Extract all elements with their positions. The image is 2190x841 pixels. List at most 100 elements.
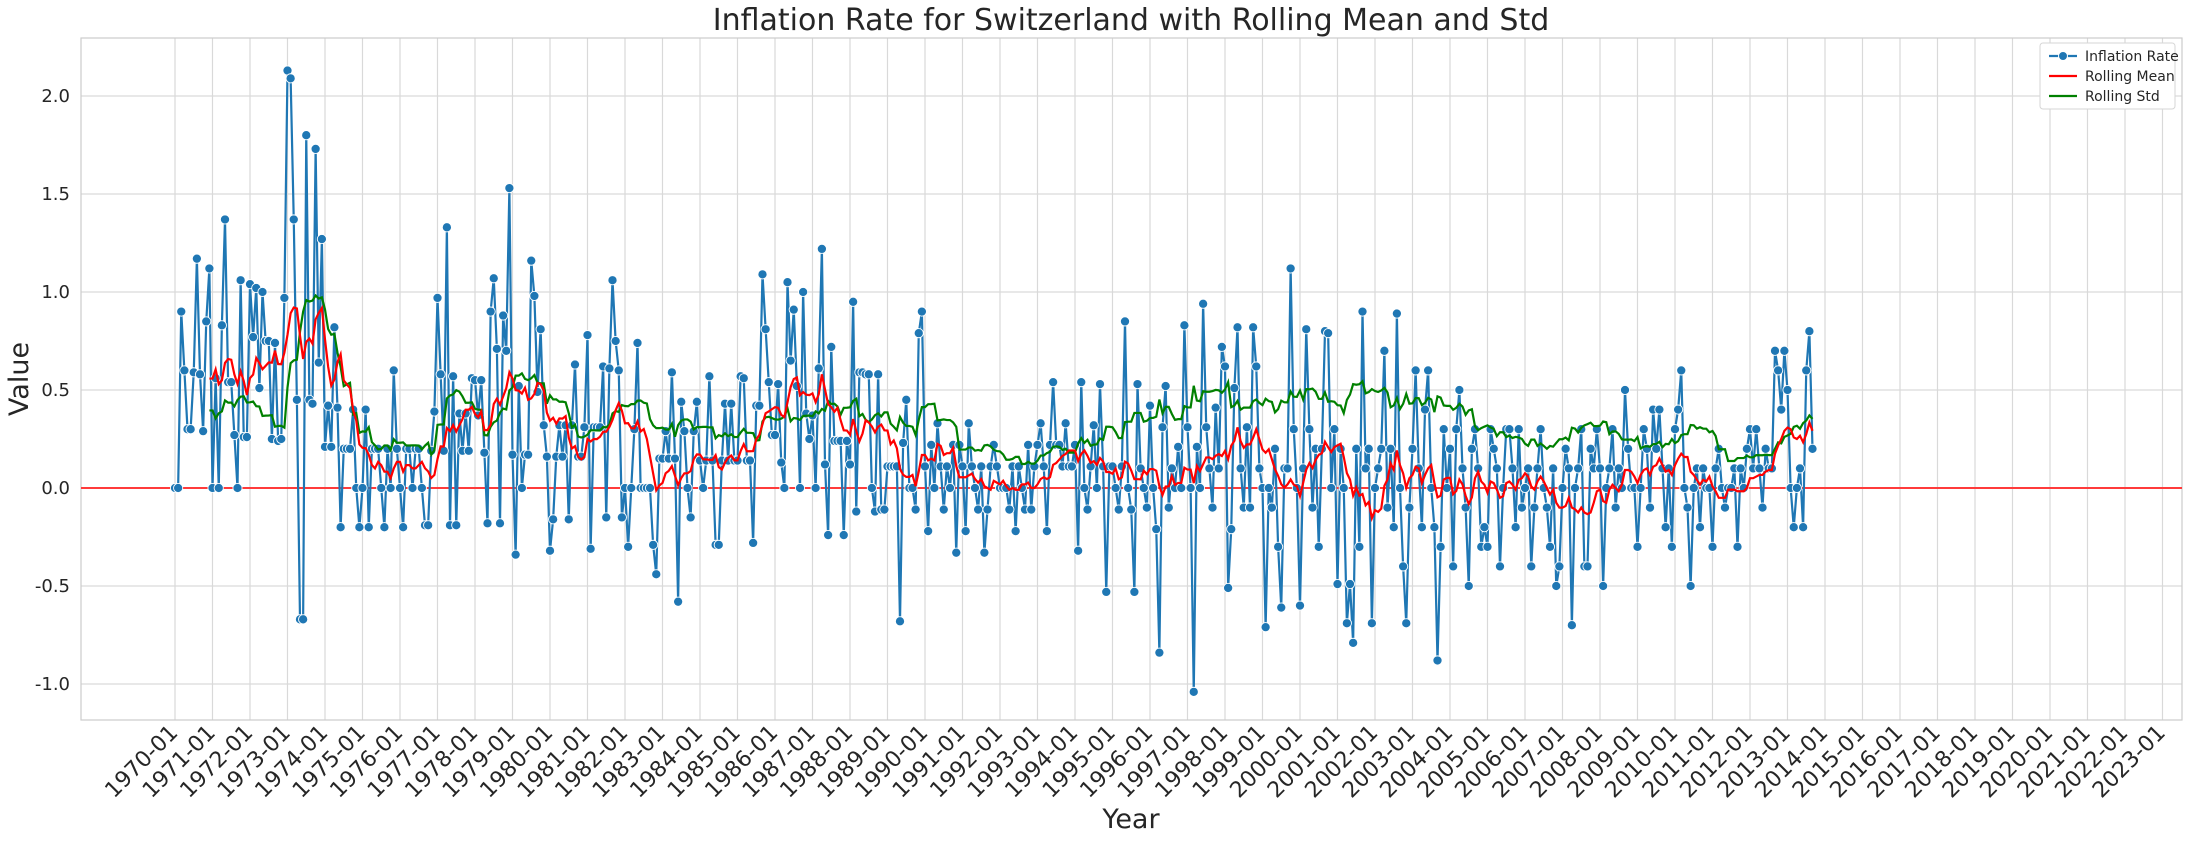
- data-point: [1041, 526, 1052, 537]
- data-point: [1560, 443, 1571, 454]
- data-point: [176, 306, 187, 317]
- data-point: [926, 439, 937, 450]
- data-point: [1376, 443, 1387, 454]
- data-point: [1388, 522, 1399, 533]
- data-point: [585, 543, 596, 554]
- data-point: [185, 424, 196, 435]
- data-point: [1457, 463, 1468, 474]
- inflation-rate-line: [175, 70, 1814, 692]
- data-point: [1513, 424, 1524, 435]
- data-point: [1416, 522, 1427, 533]
- data-point: [1026, 504, 1037, 515]
- data-point: [344, 443, 356, 454]
- data-point: [1638, 424, 1649, 435]
- data-point: [1719, 502, 1731, 513]
- data-point: [213, 482, 224, 494]
- data-point: [363, 522, 374, 533]
- y-tick-label: 1.0: [41, 282, 70, 303]
- data-point: [582, 330, 593, 341]
- data-point: [310, 143, 321, 154]
- data-point: [726, 398, 737, 409]
- data-point: [1273, 541, 1284, 552]
- data-point: [1141, 502, 1152, 513]
- data-point: [516, 482, 527, 494]
- data-point: [988, 439, 999, 450]
- data-point: [1357, 306, 1368, 317]
- data-point: [1179, 320, 1190, 331]
- data-point: [851, 506, 862, 517]
- data-point: [179, 365, 190, 376]
- data-point: [448, 371, 459, 382]
- data-point: [529, 290, 540, 301]
- data-point: [1226, 524, 1237, 535]
- chart-title: Inflation Rate for Switzerland with Roll…: [713, 3, 1550, 38]
- data-point: [1798, 522, 1809, 533]
- data-point: [648, 539, 659, 550]
- data-point: [257, 286, 268, 298]
- data-point: [1266, 502, 1277, 513]
- data-point: [1676, 365, 1687, 376]
- data-point: [1779, 345, 1790, 356]
- data-point: [1235, 463, 1246, 474]
- data-point: [173, 482, 184, 494]
- data-point: [1573, 463, 1584, 474]
- data-point: [679, 426, 690, 437]
- data-point: [323, 400, 334, 411]
- data-point: [1454, 384, 1465, 396]
- data-point: [1604, 463, 1615, 474]
- y-tick-label: 0.0: [41, 478, 70, 499]
- data-point: [548, 514, 559, 525]
- data-point: [391, 443, 402, 454]
- y-tick-label: -0.5: [35, 576, 70, 597]
- data-point: [1419, 404, 1431, 415]
- data-point: [1101, 586, 1112, 597]
- data-point: [423, 520, 434, 531]
- data-point: [1435, 541, 1446, 552]
- data-point: [760, 324, 771, 335]
- legend: Inflation Rate Rolling Mean Rolling Std: [2039, 42, 2179, 110]
- data-point: [610, 335, 621, 347]
- data-point: [1585, 443, 1596, 454]
- data-point: [1669, 424, 1681, 435]
- data-point: [804, 433, 815, 445]
- data-point: [698, 482, 709, 494]
- data-point: [198, 426, 209, 437]
- data-point: [504, 183, 515, 194]
- data-point: [569, 359, 581, 370]
- data-point: [476, 375, 487, 386]
- data-point: [1504, 424, 1515, 435]
- y-tick-label: -1.0: [35, 674, 70, 695]
- data-point: [616, 512, 627, 523]
- data-point: [691, 396, 702, 407]
- data-point: [1035, 418, 1046, 429]
- data-point: [763, 377, 774, 388]
- data-point: [1188, 686, 1199, 697]
- data-point: [748, 537, 759, 548]
- data-point: [1173, 441, 1184, 452]
- inflation-rate-points: [169, 65, 1818, 697]
- data-point: [1191, 441, 1202, 452]
- data-point: [1213, 463, 1224, 474]
- data-point: [1301, 324, 1312, 335]
- data-point: [1366, 618, 1377, 629]
- data-point: [1760, 443, 1771, 454]
- data-point: [1219, 361, 1231, 372]
- data-point: [1510, 522, 1521, 533]
- data-point: [229, 430, 240, 441]
- data-point: [1682, 502, 1693, 513]
- rolling-mean-line: [209, 304, 1814, 523]
- data-point: [1769, 345, 1781, 356]
- data-point: [798, 286, 809, 298]
- data-point: [776, 457, 787, 468]
- data-point: [501, 345, 512, 356]
- data-point: [966, 461, 977, 472]
- data-point: [416, 482, 427, 494]
- data-point: [523, 449, 534, 460]
- data-point: [1548, 463, 1559, 474]
- data-point: [1241, 422, 1252, 433]
- data-point: [838, 529, 849, 541]
- data-point: [1210, 402, 1221, 413]
- data-point: [332, 402, 343, 413]
- rolling-std-line: [209, 293, 1814, 466]
- data-point: [676, 396, 687, 407]
